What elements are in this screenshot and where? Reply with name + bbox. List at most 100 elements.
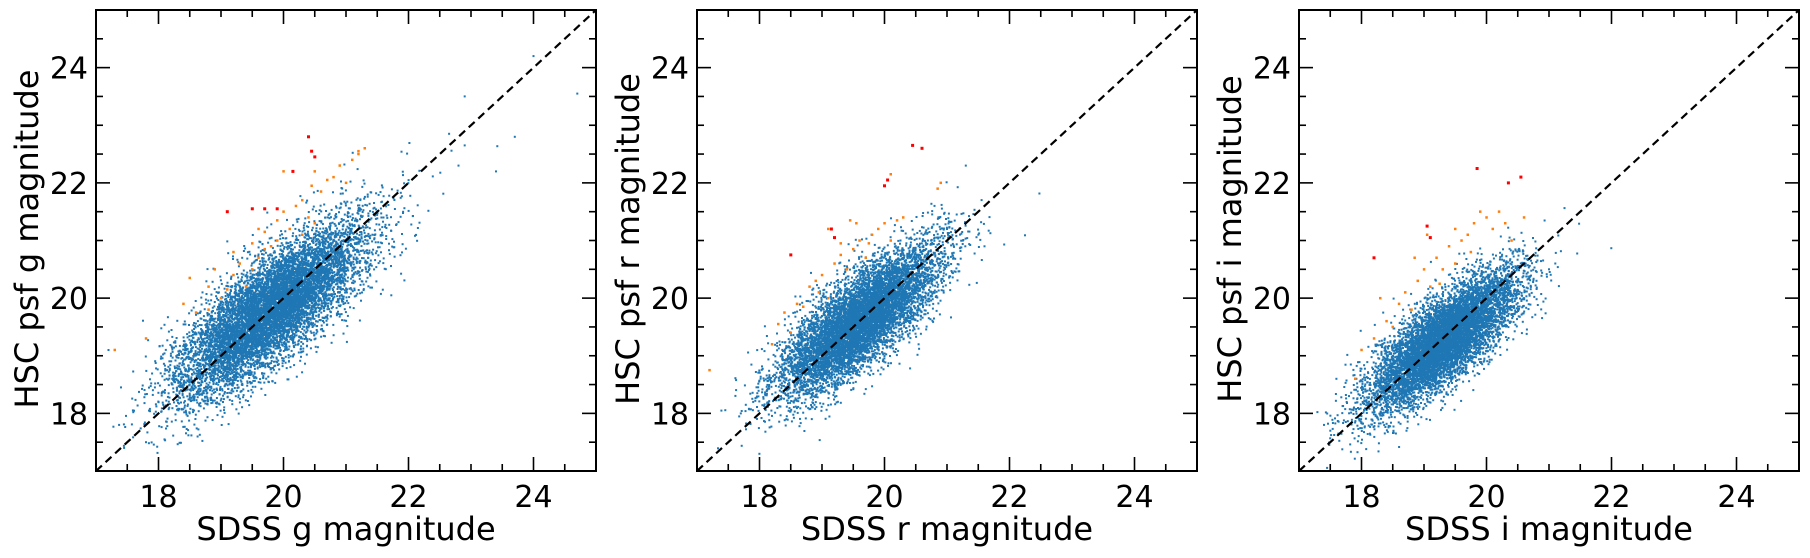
data-point <box>323 254 326 257</box>
data-point <box>316 273 319 276</box>
data-point <box>317 241 320 244</box>
data-point <box>193 423 196 426</box>
data-point <box>310 311 313 314</box>
data-point <box>183 358 186 361</box>
data-point <box>283 336 286 339</box>
data-point <box>217 345 220 348</box>
data-point <box>112 425 115 428</box>
data-point <box>295 322 297 324</box>
data-point <box>148 407 151 410</box>
data-point <box>166 369 168 372</box>
data-point <box>301 253 304 256</box>
data-point <box>355 294 358 297</box>
data-point <box>352 232 355 235</box>
data-point <box>177 350 180 353</box>
data-point <box>360 233 363 236</box>
data-point <box>301 337 304 340</box>
data-point <box>224 348 227 351</box>
data-point <box>237 396 240 399</box>
data-point <box>167 365 170 368</box>
data-point <box>275 306 278 309</box>
data-point <box>213 320 216 323</box>
data-point <box>301 332 304 335</box>
data-point <box>221 306 224 308</box>
data-point <box>261 271 264 274</box>
data-point <box>213 388 216 391</box>
data-point <box>266 365 269 368</box>
data-point <box>182 360 185 363</box>
data-point <box>234 379 237 382</box>
data-point <box>289 272 292 275</box>
data-point <box>143 389 146 391</box>
data-point <box>218 380 220 383</box>
data-point <box>206 396 209 399</box>
data-point <box>318 275 321 278</box>
data-point <box>226 306 229 309</box>
data-point <box>208 323 211 326</box>
data-point <box>193 322 196 324</box>
data-point <box>338 315 341 318</box>
data-point <box>242 394 245 397</box>
data-point <box>209 353 212 356</box>
data-point <box>257 335 260 338</box>
data-point <box>260 387 263 390</box>
data-point <box>297 314 300 317</box>
data-point <box>360 245 363 248</box>
data-point <box>219 336 222 339</box>
data-point <box>230 320 233 323</box>
data-point <box>223 340 226 343</box>
data-point <box>333 264 336 267</box>
data-point <box>281 336 284 339</box>
data-point <box>374 252 377 255</box>
data-point <box>403 182 406 185</box>
data-point <box>318 235 321 237</box>
data-point <box>236 327 239 330</box>
data-point <box>273 251 276 254</box>
data-point <box>232 313 235 315</box>
data-point <box>230 286 233 289</box>
data-point <box>291 260 294 263</box>
data-point <box>182 353 185 356</box>
data-point <box>292 232 295 235</box>
data-point <box>166 316 169 319</box>
data-point <box>326 247 329 250</box>
data-point <box>339 236 341 239</box>
data-point <box>353 280 356 283</box>
data-point <box>356 272 359 275</box>
data-point <box>266 356 269 359</box>
data-point <box>215 321 218 324</box>
data-point <box>278 330 280 332</box>
data-point <box>202 359 205 362</box>
data-point <box>317 238 320 241</box>
data-point <box>262 320 265 323</box>
data-point <box>200 371 203 374</box>
data-point <box>311 295 313 298</box>
data-point <box>272 368 275 371</box>
data-point <box>231 333 234 336</box>
data-point <box>249 287 252 290</box>
data-point <box>355 256 358 259</box>
data-point <box>207 338 210 341</box>
data-point <box>280 261 283 264</box>
data-point <box>227 423 230 426</box>
data-point <box>358 204 361 207</box>
data-point <box>189 341 192 344</box>
data-point <box>285 314 288 317</box>
data-point <box>285 334 288 337</box>
data-point <box>184 323 187 326</box>
data-point <box>298 241 301 244</box>
data-point <box>209 345 212 348</box>
data-point <box>242 396 245 399</box>
data-point <box>357 238 360 241</box>
data-point <box>273 333 276 336</box>
data-point <box>295 258 298 261</box>
data-point <box>210 319 212 322</box>
data-point <box>345 270 348 272</box>
data-point <box>188 324 190 326</box>
data-point <box>307 318 310 320</box>
data-point <box>231 338 234 341</box>
data-point <box>301 260 303 263</box>
data-point <box>163 378 166 381</box>
data-point <box>136 404 139 407</box>
data-point <box>231 353 234 356</box>
